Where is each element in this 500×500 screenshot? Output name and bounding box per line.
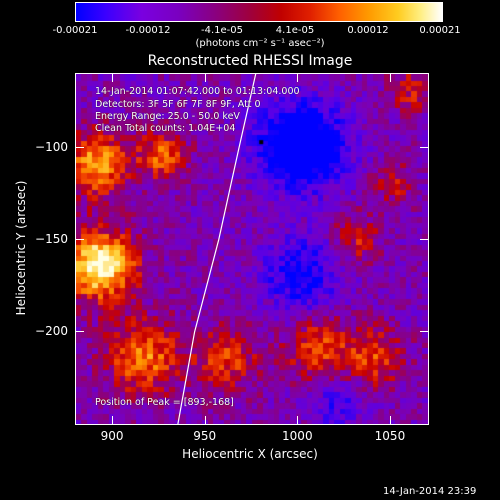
x-tick-label: 900: [100, 429, 124, 443]
info-total-counts: Clean Total counts: 1.04E+04: [95, 123, 236, 134]
y-tick-mark: [76, 146, 84, 148]
x-tick-mark: [297, 74, 299, 82]
y-tick-mark: [76, 238, 84, 240]
colorbar-tick-label: -0.00021: [52, 25, 98, 36]
x-tick-label: 1000: [282, 429, 313, 443]
x-tick-mark: [389, 74, 391, 82]
heatmap-image: [76, 74, 428, 424]
y-tick-mark: [420, 330, 428, 332]
colorbar-tick-label: -4.1e-05: [201, 25, 243, 36]
info-time-range: 14-Jan-2014 01:07:42.000 to 01:13:04.000: [95, 86, 300, 97]
colorbar-tick-label: 0.00012: [347, 25, 389, 36]
y-tick-label: −100: [35, 139, 68, 154]
x-tick-mark: [297, 416, 299, 424]
colorbar: [75, 2, 443, 22]
info-detectors: Detectors: 3F 5F 6F 7F 8F 9F, Att 0: [95, 99, 261, 110]
colorbar-gradient: [76, 3, 442, 21]
plot-area: [75, 73, 429, 425]
colorbar-units-label: (photons cm⁻² s⁻¹ asec⁻²): [195, 38, 325, 49]
info-energy-range: Energy Range: 25.0 - 50.0 keV: [95, 111, 240, 122]
chart-title: Reconstructed RHESSI Image: [147, 53, 353, 69]
solar-limb-overlay: [177, 74, 257, 424]
x-axis-label: Heliocentric X (arcsec): [182, 447, 318, 461]
y-tick-mark: [420, 238, 428, 240]
x-tick-mark: [204, 74, 206, 82]
x-tick-label: 1050: [374, 429, 406, 443]
x-tick-mark: [112, 416, 114, 424]
y-tick-mark: [76, 330, 84, 332]
x-tick-mark: [389, 416, 391, 424]
x-tick-label: 950: [193, 429, 217, 443]
timestamp: 14-Jan-2014 23:39: [383, 486, 477, 497]
y-tick-mark: [420, 146, 428, 148]
colorbar-tick-label: 4.1e-05: [275, 25, 315, 36]
solar-limb-line: [177, 74, 257, 424]
peak-position-label: Position of Peak = [893,-168]: [95, 397, 234, 408]
colorbar-tick-label: 0.00021: [419, 25, 461, 36]
x-tick-mark: [204, 416, 206, 424]
x-tick-mark: [112, 74, 114, 82]
y-tick-label: −200: [35, 323, 68, 338]
y-axis-label: Heliocentric Y (arcsec): [14, 180, 28, 316]
colorbar-tick-label: -0.00012: [125, 25, 171, 36]
y-tick-label: −150: [35, 231, 68, 246]
